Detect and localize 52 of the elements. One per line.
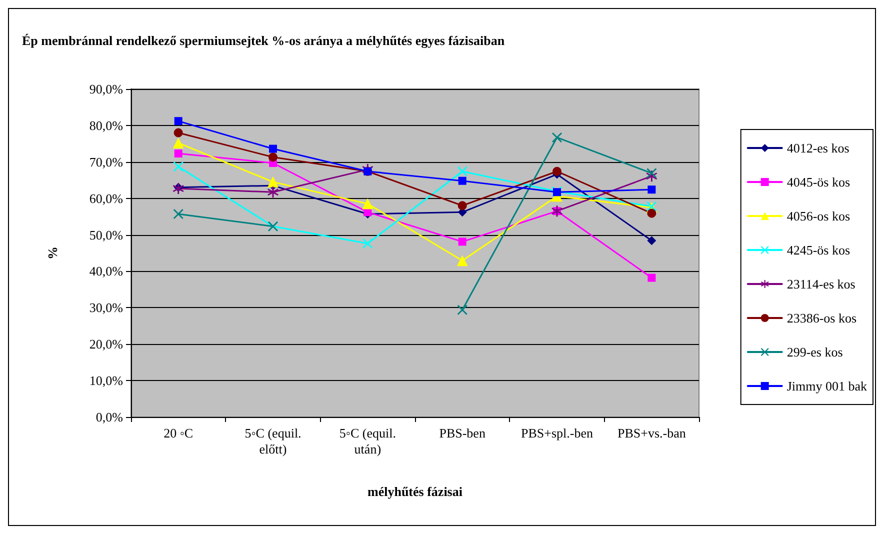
x-tick-label: 5◦C (equil. előtt) — [244, 426, 302, 456]
legend-label: 4012-es kos — [786, 140, 850, 156]
point — [174, 150, 182, 158]
point — [646, 168, 657, 178]
x-tick-label: 5◦C (equil. után) — [339, 426, 396, 456]
point — [268, 186, 278, 198]
y-tick-label: 20,0% — [89, 336, 124, 352]
point — [174, 117, 182, 126]
legend-label: 4056-os kos — [786, 208, 850, 224]
point — [458, 176, 466, 185]
x-tick-label: 20 ◦C — [164, 426, 194, 440]
x-tick-label: PBS-ben — [439, 426, 486, 440]
point — [648, 186, 656, 194]
y-tick-label: 50,0% — [89, 227, 124, 242]
legend-label: 4245-ös kos — [786, 242, 850, 258]
y-tick-label: 10,0% — [89, 373, 124, 388]
point — [269, 144, 277, 153]
point — [268, 176, 278, 188]
y-tick-label: 60,0% — [89, 190, 124, 206]
point — [173, 209, 184, 220]
y-tick-label: 70,0% — [89, 154, 124, 170]
point — [458, 201, 467, 210]
x-tick-label: PBS+vs.-ban — [617, 426, 686, 440]
point — [174, 128, 183, 138]
legend-label: Jimmy 001 bak — [786, 378, 868, 394]
y-tick-label: 80,0% — [89, 118, 124, 133]
point — [458, 238, 466, 246]
point — [647, 236, 656, 246]
point — [552, 132, 562, 142]
legend-label: 23114-es kos — [786, 276, 856, 292]
point — [173, 162, 184, 172]
point — [647, 208, 656, 218]
legend-label: 23386-os kos — [786, 310, 857, 326]
y-tick-label: 30,0% — [89, 300, 124, 316]
y-tick-label: 90,0% — [89, 82, 124, 96]
point — [457, 304, 468, 315]
point — [457, 166, 468, 176]
y-tick-label: 0,0% — [96, 410, 124, 424]
y-tick-label: 40,0% — [89, 264, 124, 279]
point — [456, 255, 468, 266]
point — [362, 198, 374, 210]
point — [552, 166, 562, 176]
x-axis-title: mélyhűtés fázisai — [368, 484, 463, 499]
point — [362, 238, 373, 249]
legend-label: 299-es kos — [786, 344, 843, 360]
x-tick-label: PBS+spl.-ben — [521, 426, 594, 440]
chart-title: Ép membránnal rendelkező spermiumsejtek %-os aránya a mélyhűtés egyes fázisaiban — [22, 33, 506, 48]
point — [268, 152, 278, 162]
point — [172, 137, 184, 148]
point — [648, 274, 656, 282]
legend-label: 4045-ös kos — [786, 174, 850, 190]
y-axis-title: % — [45, 246, 60, 260]
